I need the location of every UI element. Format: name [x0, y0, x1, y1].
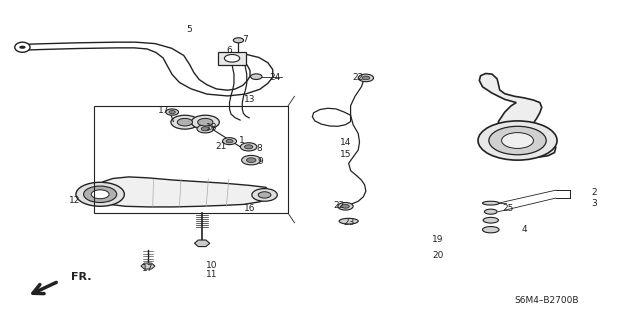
- Circle shape: [342, 204, 349, 208]
- Text: 4: 4: [521, 225, 527, 234]
- Circle shape: [92, 190, 109, 199]
- Ellipse shape: [483, 226, 499, 233]
- Text: 1: 1: [239, 136, 245, 145]
- Text: 23: 23: [343, 218, 355, 227]
- Polygon shape: [195, 240, 210, 247]
- Text: 22: 22: [333, 201, 345, 210]
- Circle shape: [84, 186, 116, 203]
- Circle shape: [223, 138, 237, 145]
- Text: 16: 16: [244, 204, 255, 213]
- Circle shape: [201, 127, 209, 131]
- Circle shape: [502, 133, 534, 148]
- Ellipse shape: [483, 217, 499, 223]
- Circle shape: [478, 121, 557, 160]
- Circle shape: [19, 46, 26, 49]
- Text: 12: 12: [69, 196, 81, 205]
- Text: 11: 11: [206, 271, 218, 279]
- Ellipse shape: [15, 42, 30, 52]
- Circle shape: [197, 125, 214, 133]
- Text: 13: 13: [244, 95, 255, 104]
- Text: 18: 18: [206, 123, 218, 132]
- Circle shape: [234, 38, 244, 43]
- Circle shape: [358, 74, 374, 82]
- Polygon shape: [97, 177, 269, 207]
- Polygon shape: [141, 263, 155, 269]
- Text: 8: 8: [257, 144, 262, 153]
- Circle shape: [246, 158, 256, 162]
- Circle shape: [198, 118, 213, 126]
- Circle shape: [242, 155, 260, 165]
- Circle shape: [177, 118, 193, 126]
- Circle shape: [338, 203, 353, 210]
- Circle shape: [258, 192, 271, 198]
- Text: 25: 25: [502, 204, 514, 213]
- Circle shape: [252, 189, 277, 201]
- Circle shape: [362, 76, 370, 80]
- Text: 7: 7: [243, 35, 248, 44]
- Text: 17: 17: [142, 264, 154, 273]
- Circle shape: [191, 115, 220, 129]
- Bar: [218, 52, 246, 65]
- Circle shape: [166, 109, 179, 115]
- Ellipse shape: [483, 201, 499, 205]
- Text: FR.: FR.: [72, 272, 92, 282]
- Circle shape: [171, 115, 199, 129]
- Ellipse shape: [484, 209, 497, 214]
- Bar: [94, 106, 288, 213]
- Circle shape: [225, 55, 240, 62]
- Circle shape: [241, 143, 257, 151]
- Circle shape: [489, 126, 546, 155]
- Text: 2: 2: [591, 188, 597, 197]
- Text: 19: 19: [432, 235, 444, 244]
- Text: 14: 14: [340, 137, 351, 147]
- Circle shape: [250, 74, 262, 79]
- Text: 15: 15: [340, 150, 351, 159]
- Text: 21: 21: [216, 142, 227, 151]
- Text: 5: 5: [186, 25, 192, 34]
- Text: 6: 6: [227, 46, 232, 55]
- Circle shape: [169, 110, 175, 114]
- Text: 9: 9: [258, 157, 264, 166]
- Circle shape: [76, 182, 124, 206]
- Ellipse shape: [339, 218, 358, 224]
- Text: 20: 20: [432, 251, 444, 260]
- Text: 3: 3: [591, 199, 597, 208]
- Text: 17: 17: [158, 106, 170, 115]
- Circle shape: [244, 145, 253, 149]
- Polygon shape: [479, 73, 556, 157]
- Circle shape: [226, 139, 233, 143]
- Text: 22: 22: [353, 73, 364, 82]
- Text: 24: 24: [270, 73, 281, 82]
- Text: 10: 10: [206, 261, 218, 270]
- Text: S6M4–B2700B: S6M4–B2700B: [514, 296, 579, 305]
